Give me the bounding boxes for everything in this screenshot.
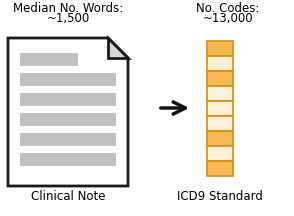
Bar: [20, 153, 116, 166]
Bar: [207, 130, 233, 146]
Bar: [20, 133, 116, 146]
Text: ICD9 Standard: ICD9 Standard: [177, 190, 263, 203]
Text: No. Codes:: No. Codes:: [196, 2, 260, 15]
Bar: [207, 160, 233, 175]
Bar: [207, 56, 233, 70]
Bar: [207, 70, 233, 86]
Bar: [207, 146, 233, 160]
Text: Median No. Words:: Median No. Words:: [13, 2, 123, 15]
Text: ~13,000: ~13,000: [203, 12, 253, 25]
Polygon shape: [108, 38, 128, 58]
Bar: [207, 100, 233, 116]
Text: Clinical Note: Clinical Note: [31, 190, 105, 203]
Bar: [20, 113, 116, 126]
Bar: [20, 53, 78, 66]
Bar: [20, 73, 116, 86]
Bar: [207, 86, 233, 100]
Bar: [207, 116, 233, 130]
Polygon shape: [8, 38, 128, 186]
Bar: [20, 93, 116, 106]
Bar: [207, 41, 233, 56]
Text: ~1,500: ~1,500: [46, 12, 90, 25]
